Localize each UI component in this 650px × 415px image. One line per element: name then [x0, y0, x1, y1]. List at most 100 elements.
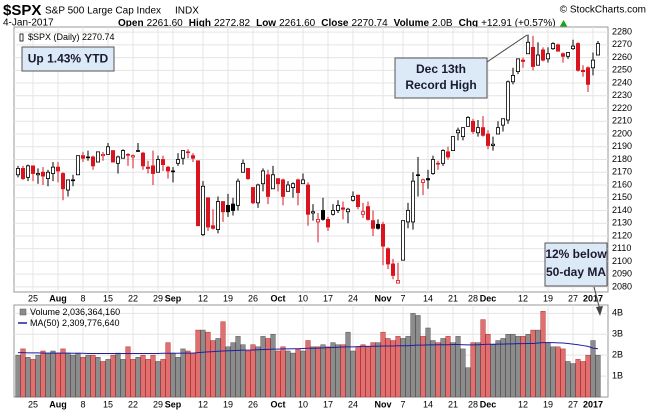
- y-tick-label: 2260: [612, 52, 632, 62]
- candle-body: [566, 52, 571, 57]
- x-tick-label: 24: [348, 293, 358, 303]
- candle-body: [210, 225, 215, 229]
- candle-body: [355, 194, 360, 208]
- candle-body: [340, 207, 345, 210]
- volume-bar: [510, 334, 516, 398]
- volume-bar: [565, 361, 571, 398]
- candle-body: [596, 43, 601, 56]
- volume-bar: [570, 363, 576, 398]
- candle-body: [490, 143, 495, 146]
- exchange: INDX: [175, 6, 199, 17]
- volume-bar: [560, 348, 566, 398]
- legend-icon: [19, 308, 27, 316]
- volume-bar: [520, 336, 526, 398]
- x-tick-label: 7: [400, 293, 405, 303]
- candle-body: [581, 69, 586, 72]
- annotation: Up 1.43% YTD: [28, 52, 109, 66]
- volume-bar: [110, 354, 116, 398]
- volume-bar: [305, 340, 311, 398]
- volume-bar: [40, 350, 46, 398]
- quote-label: Low: [256, 18, 276, 29]
- candle-body: [591, 59, 596, 69]
- candle-body: [546, 53, 551, 60]
- candle-body: [350, 196, 355, 201]
- quote-value: 2270.74: [351, 18, 388, 29]
- volume-bar: [255, 346, 261, 398]
- candle-body: [41, 171, 46, 177]
- volume-bar: [380, 331, 386, 398]
- x-tick-label: 21: [448, 399, 458, 409]
- candle-body: [390, 263, 395, 276]
- y-tick-label: 2120: [612, 230, 632, 240]
- volume-bar: [445, 336, 451, 398]
- volume-bar: [240, 344, 246, 398]
- volume-bar: [385, 338, 391, 398]
- quote-value: 2261.60: [147, 18, 184, 29]
- volume-bar: [140, 354, 146, 398]
- volume-bar: [160, 359, 166, 398]
- candle-body: [240, 162, 245, 173]
- candle-body: [145, 166, 150, 169]
- volume-bar: [200, 329, 206, 398]
- x-tick-label: 27: [568, 399, 578, 409]
- annotation-box: [544, 242, 608, 287]
- x-tick-label: Oct: [270, 399, 285, 409]
- candle-body: [576, 43, 581, 71]
- volume-bar: [90, 354, 96, 398]
- volume-bar: [335, 344, 341, 398]
- y-tick-label: 2250: [612, 65, 632, 75]
- credit: © StockCharts.com: [560, 5, 646, 16]
- up-triangle: [559, 20, 568, 27]
- volume-bar: [525, 334, 531, 398]
- x-tick-label: 10: [298, 293, 308, 303]
- y-tick-label: 2150: [612, 192, 632, 202]
- volume-bar: [320, 344, 326, 398]
- candle-body: [170, 170, 175, 173]
- x-tick-label: 15: [103, 399, 113, 409]
- y-tick-label: 2220: [612, 103, 632, 113]
- candle-body: [230, 203, 235, 211]
- candle-body: [66, 179, 71, 191]
- candle-body: [300, 179, 305, 185]
- x-tick-label: 22: [128, 293, 138, 303]
- candle-body: [245, 168, 250, 180]
- candle-body: [61, 173, 66, 190]
- candle-body: [225, 204, 230, 213]
- candle-body: [571, 45, 576, 50]
- quote-date: 4-Jan-2017: [3, 18, 54, 29]
- x-tick-label: 17: [323, 399, 333, 409]
- candle-body: [450, 136, 455, 151]
- volume-bar: [180, 348, 186, 398]
- candle-body: [370, 220, 375, 229]
- x-tick-label: 2017: [583, 293, 603, 303]
- candle-body: [96, 151, 101, 163]
- volume-bar: [375, 342, 381, 398]
- candle-body: [455, 129, 460, 134]
- volume-bar: [225, 346, 231, 398]
- annotation-line: [593, 286, 601, 311]
- volume-bar: [185, 350, 191, 398]
- x-tick-label: 25: [28, 399, 38, 409]
- quote-label: High: [189, 18, 211, 29]
- candle-body: [325, 218, 330, 228]
- x-tick-label: 27: [568, 293, 578, 303]
- volume-bar: [50, 350, 56, 398]
- volume-bar: [265, 338, 271, 398]
- volume-bar: [130, 359, 136, 398]
- volume-bar: [145, 359, 151, 398]
- candle-body: [561, 53, 566, 57]
- x-tick-label: Aug: [49, 399, 67, 409]
- candle-body: [551, 43, 556, 50]
- candle-body: [195, 160, 200, 227]
- candle-body: [160, 159, 165, 165]
- y-tick-label: 2160: [612, 179, 632, 189]
- quote-value: 2272.82: [214, 18, 251, 29]
- volume-bar: [345, 331, 351, 398]
- volume-bar: [450, 342, 456, 398]
- volume-bar: [330, 342, 336, 398]
- candle-body: [410, 180, 415, 223]
- candle-body: [46, 171, 51, 180]
- volume-bar: [490, 344, 496, 398]
- volume-bar: [285, 350, 291, 398]
- x-tick-label: 22: [128, 399, 138, 409]
